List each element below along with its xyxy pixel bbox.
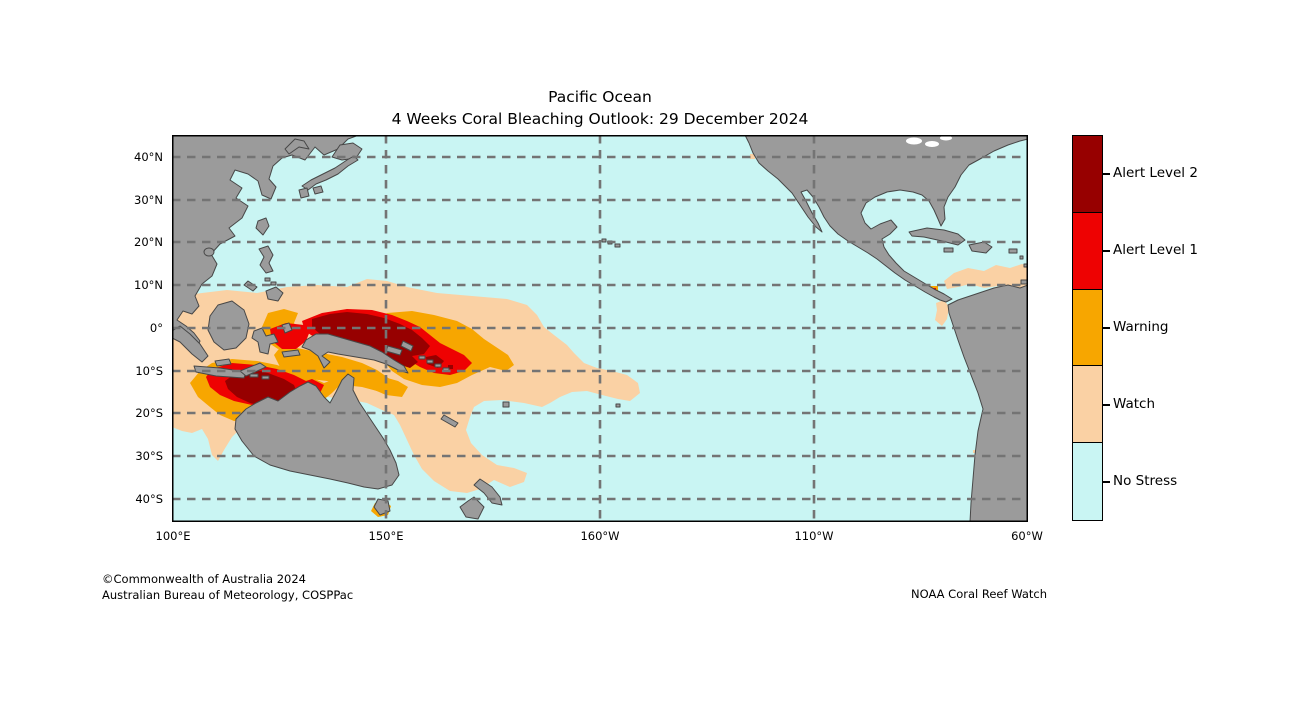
land-nz-south-island bbox=[459, 496, 485, 520]
map-title: Pacific Ocean 4 Weeks Coral Bleaching Ou… bbox=[172, 86, 1028, 130]
pacific-map bbox=[171, 134, 1029, 523]
credit-noaa: NOAA Coral Reef Watch bbox=[911, 587, 1047, 601]
legend-tick bbox=[1103, 327, 1110, 329]
land-sumatra bbox=[171, 325, 209, 363]
lat-tick-30s: 30°S bbox=[135, 449, 163, 463]
land-shikoku bbox=[312, 185, 324, 195]
copyright-block: ©Commonwealth of Australia 2024 Australi… bbox=[102, 572, 353, 603]
land-trinidad bbox=[1020, 279, 1028, 285]
land-seram bbox=[281, 349, 301, 358]
legend-tick bbox=[1103, 481, 1110, 483]
land-new-guinea bbox=[301, 333, 409, 374]
land-solomons bbox=[426, 359, 434, 364]
stress-warning-gulf-of-papua bbox=[362, 373, 408, 397]
lon-tick-160w: 160°W bbox=[580, 529, 620, 543]
legend-tick bbox=[1103, 173, 1110, 175]
lat-tick-10s: 10°S bbox=[135, 364, 163, 378]
legend-swatch-no-stress bbox=[1073, 443, 1102, 520]
title-line-2: 4 Weeks Coral Bleaching Outlook: 29 Dece… bbox=[391, 110, 809, 128]
land-luzon bbox=[258, 245, 274, 274]
land-solomons bbox=[434, 363, 442, 368]
landmasses bbox=[171, 134, 1029, 523]
lat-tick-0: 0° bbox=[149, 321, 163, 335]
lat-tick-10n: 10°N bbox=[134, 278, 163, 292]
legend-label-watch: Watch bbox=[1113, 396, 1156, 412]
title-line-1: Pacific Ocean bbox=[548, 88, 652, 106]
land-halmahera bbox=[281, 322, 293, 334]
copyright-line-1: ©Commonwealth of Australia 2024 bbox=[102, 572, 307, 586]
legend-swatch-alert-level-1 bbox=[1073, 212, 1102, 290]
land-south-america bbox=[947, 284, 1029, 523]
graticule bbox=[172, 135, 1028, 522]
land-cuba bbox=[908, 227, 966, 246]
stress-watch-ecuador bbox=[935, 300, 949, 326]
legend-swatch-watch bbox=[1073, 366, 1102, 444]
land-solomons bbox=[418, 355, 426, 360]
land-taiwan bbox=[255, 217, 270, 236]
stress-watch-california-speck bbox=[750, 154, 755, 159]
land-lesser-sunda bbox=[249, 373, 259, 378]
land-honshu bbox=[301, 155, 359, 191]
lon-tick-110w: 110°W bbox=[794, 529, 834, 543]
land-kyushu bbox=[298, 187, 310, 199]
great-lakes bbox=[906, 137, 922, 145]
land-hainan bbox=[203, 247, 215, 257]
land-borneo bbox=[207, 300, 250, 351]
land-hispaniola bbox=[968, 241, 993, 254]
stress-alert1-speck bbox=[456, 363, 461, 367]
lat-tick-30n: 30°N bbox=[134, 193, 163, 207]
stress-alert2-nw-australia bbox=[225, 369, 297, 407]
legend-label-no-stress: No Stress bbox=[1113, 473, 1178, 489]
land-lesser-antilles bbox=[1019, 255, 1024, 260]
land-new-ireland bbox=[400, 340, 414, 352]
lon-tick-100e: 100°E bbox=[155, 529, 191, 543]
legend-tick bbox=[1103, 404, 1110, 406]
land-sakhalin bbox=[284, 138, 310, 155]
great-lakes bbox=[925, 141, 939, 147]
stress-alert2-speck bbox=[448, 365, 453, 369]
great-lakes bbox=[940, 135, 952, 141]
legend-swatch-warning bbox=[1073, 289, 1102, 367]
land-visayas bbox=[270, 281, 277, 286]
stress-alert1-halmahera bbox=[270, 323, 310, 349]
land-hawaii bbox=[614, 243, 621, 248]
stress-watch-caribbean bbox=[944, 264, 1028, 291]
legend-label-alert-level-1: Alert Level 1 bbox=[1113, 242, 1198, 258]
lat-tick-40n: 40°N bbox=[134, 150, 163, 164]
land-hawaii bbox=[601, 238, 607, 243]
legend-colorbar bbox=[1072, 135, 1103, 521]
legend-label-warning: Warning bbox=[1113, 319, 1169, 335]
land-sumba bbox=[214, 358, 232, 367]
land-mindanao bbox=[265, 286, 284, 302]
lon-tick-150e: 150°E bbox=[368, 529, 404, 543]
land-fiji bbox=[502, 401, 510, 408]
map-canvas bbox=[171, 134, 1029, 523]
lat-tick-20s: 20°S bbox=[135, 406, 163, 420]
lat-tick-40s: 40°S bbox=[135, 492, 163, 506]
land-lesser-sunda bbox=[261, 375, 270, 380]
legend-tick bbox=[1103, 250, 1110, 252]
land-sulawesi bbox=[251, 327, 279, 355]
land-puerto-rico bbox=[1008, 248, 1018, 254]
map-border bbox=[172, 135, 1028, 522]
land-visayas bbox=[264, 277, 271, 282]
lat-tick-20n: 20°N bbox=[134, 235, 163, 249]
legend-swatch-alert-level-2 bbox=[1073, 136, 1102, 213]
land-jamaica bbox=[943, 247, 954, 253]
land-cook-islands bbox=[615, 403, 621, 408]
land-timor bbox=[239, 362, 267, 377]
lon-tick-60w: 60°W bbox=[1011, 529, 1043, 543]
copyright-line-2: Australian Bureau of Meteorology, COSPPa… bbox=[102, 587, 354, 602]
land-new-caledonia bbox=[440, 414, 459, 428]
legend-label-alert-level-2: Alert Level 2 bbox=[1113, 165, 1198, 181]
